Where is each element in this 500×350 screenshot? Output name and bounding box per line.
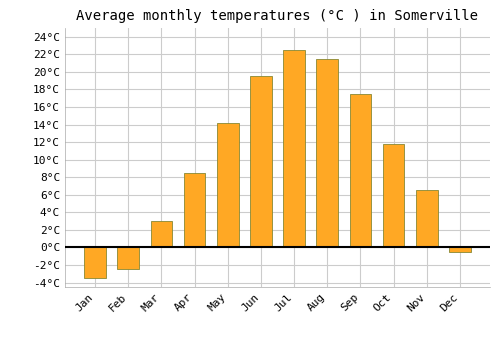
Title: Average monthly temperatures (°C ) in Somerville: Average monthly temperatures (°C ) in So… xyxy=(76,9,478,23)
Bar xyxy=(150,221,172,247)
Bar xyxy=(416,190,438,247)
Bar xyxy=(284,50,305,247)
Bar xyxy=(217,123,238,247)
Bar xyxy=(118,247,139,270)
Bar xyxy=(84,247,106,278)
Bar xyxy=(250,76,272,247)
Bar xyxy=(350,94,371,247)
Bar xyxy=(316,59,338,247)
Bar xyxy=(184,173,206,247)
Bar xyxy=(449,247,470,252)
Bar xyxy=(383,144,404,247)
